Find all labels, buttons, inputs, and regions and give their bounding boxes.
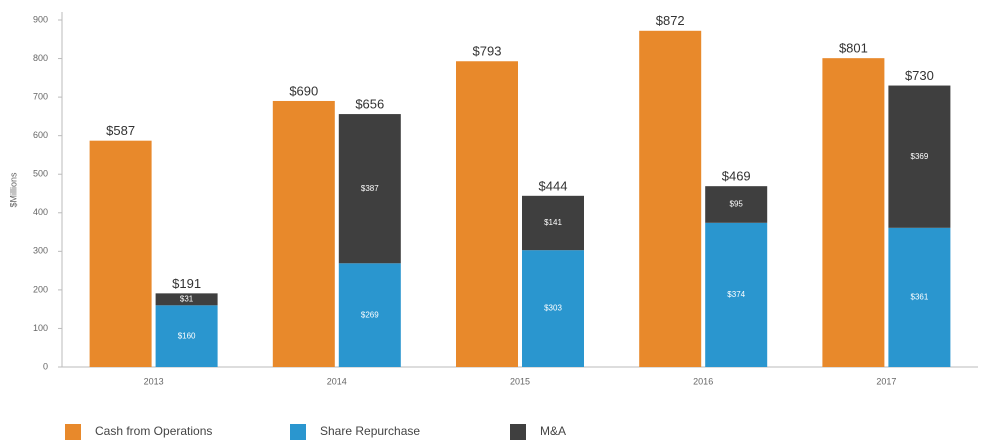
legend-label: M&A (540, 424, 566, 438)
segment-label: $95 (730, 200, 744, 209)
segment-label: $361 (911, 293, 929, 302)
y-tick-label: 200 (33, 284, 48, 294)
x-tick-label: 2013 (144, 376, 164, 386)
value-label: $872 (656, 13, 685, 28)
stack-total-label: $444 (539, 178, 568, 193)
x-tick-label: 2017 (876, 376, 896, 386)
bar (522, 195, 584, 251)
bar (522, 250, 584, 367)
segment-label: $369 (911, 152, 929, 161)
bar (338, 263, 401, 367)
y-axis-label: $Millions (8, 172, 18, 208)
legend-swatch (510, 424, 526, 440)
segment-label: $31 (180, 294, 194, 303)
segment-label: $160 (178, 331, 196, 340)
value-label: $793 (473, 44, 502, 59)
bar (272, 100, 335, 367)
y-tick-label: 700 (33, 91, 48, 101)
stack-total-label: $730 (905, 68, 934, 83)
segment-label: $374 (727, 290, 745, 299)
bar (456, 61, 518, 367)
legend-label: Cash from Operations (95, 424, 212, 438)
bar (705, 222, 768, 367)
segment-label: $303 (544, 304, 562, 313)
y-tick-label: 400 (33, 207, 48, 217)
value-label: $587 (106, 123, 135, 138)
stack-total-label: $656 (355, 97, 384, 112)
y-tick-label: 500 (33, 169, 48, 179)
bar (888, 85, 951, 228)
y-tick-label: 100 (33, 323, 48, 333)
x-tick-label: 2016 (693, 376, 713, 386)
bar (888, 227, 951, 367)
bar (822, 58, 885, 368)
stack-total-label: $191 (172, 276, 201, 291)
bar (338, 114, 401, 264)
stack-total-label: $469 (722, 169, 751, 184)
legend-label: Share Repurchase (320, 424, 420, 438)
x-tick-label: 2014 (327, 376, 347, 386)
y-tick-label: 600 (33, 130, 48, 140)
y-tick-label: 0 (43, 361, 48, 371)
bar (89, 140, 152, 367)
segment-label: $387 (361, 184, 379, 193)
legend-swatch (65, 424, 81, 440)
segment-label: $269 (361, 310, 379, 319)
value-label: $801 (839, 41, 868, 56)
y-tick-label: 800 (33, 53, 48, 63)
bar (155, 293, 218, 306)
value-label: $690 (289, 83, 318, 98)
x-tick-label: 2015 (510, 376, 530, 386)
y-tick-label: 300 (33, 246, 48, 256)
segment-label: $141 (544, 218, 562, 227)
legend-swatch (290, 424, 306, 440)
y-tick-label: 900 (33, 14, 48, 24)
bar (155, 305, 218, 367)
bar (705, 186, 768, 223)
bar (639, 30, 702, 367)
